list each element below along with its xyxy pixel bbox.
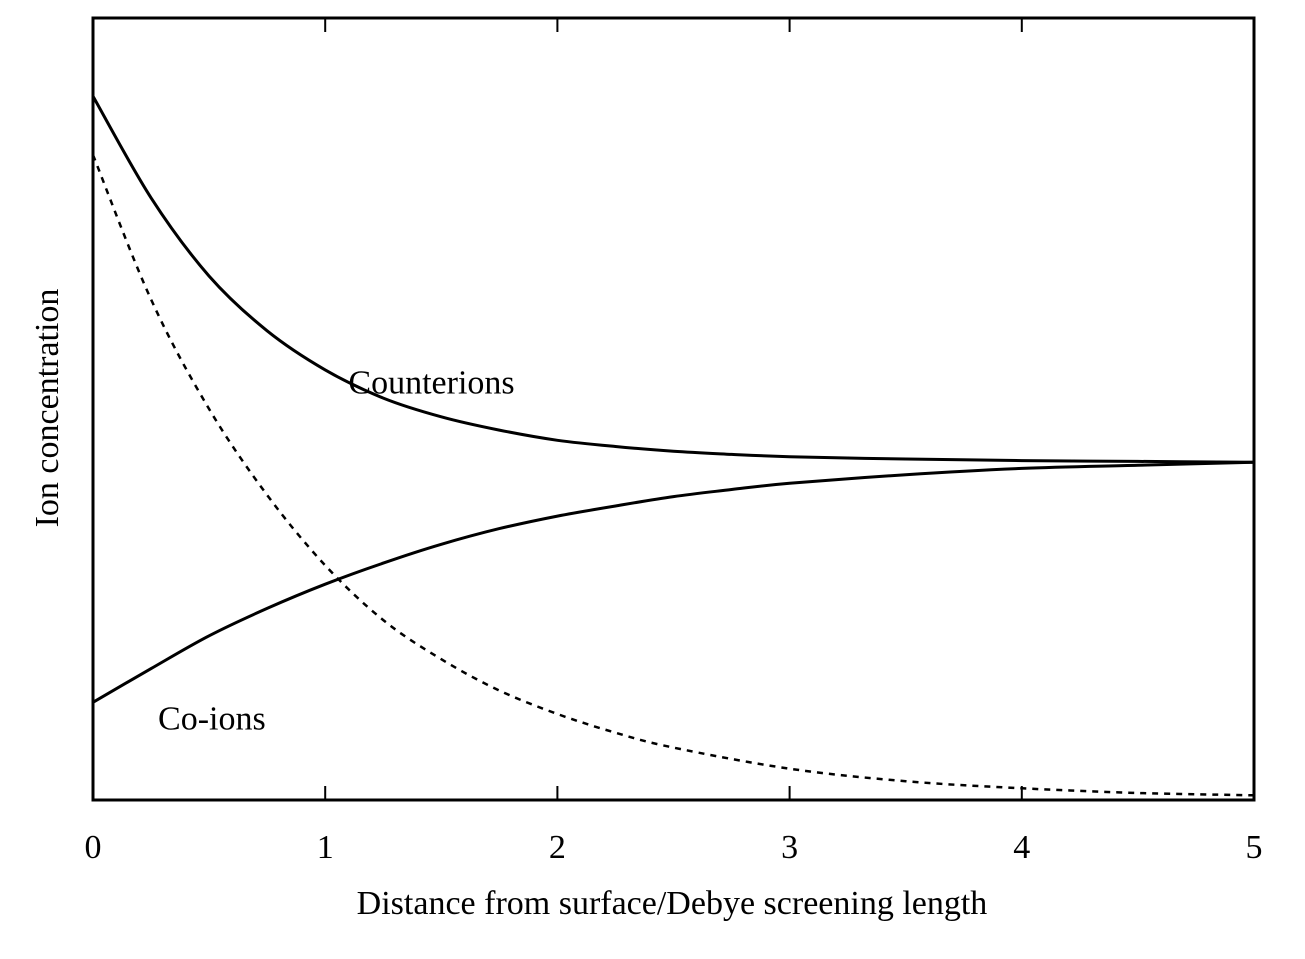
x-tick-label: 3: [781, 829, 798, 866]
x-tick-label: 2: [549, 829, 566, 866]
series-line-1: [92, 460, 1255, 704]
x-tick-labels: 0 1 2 3 4 5: [85, 829, 1263, 866]
x-tick-label: 5: [1246, 829, 1263, 866]
axis-ticks: [92, 18, 1255, 800]
x-tick-label: 4: [1013, 829, 1030, 866]
plot-frame: [91, 16, 1256, 802]
plot-border: [91, 16, 1256, 802]
series-line-0: [91, 95, 1255, 464]
y-axis-label: Ion concentration: [29, 289, 66, 528]
series-layer: [91, 95, 1255, 797]
annotation-counterions: Counterions: [348, 364, 514, 401]
x-tick-label: 1: [317, 829, 334, 866]
series-line-2: [91, 154, 1255, 797]
x-tick-label: 0: [85, 829, 102, 866]
annotation-co-ions: Co-ions: [158, 701, 266, 738]
x-axis-label: Distance from surface/Debye screening le…: [357, 885, 988, 922]
annotations: Counterions Co-ions: [158, 364, 515, 737]
